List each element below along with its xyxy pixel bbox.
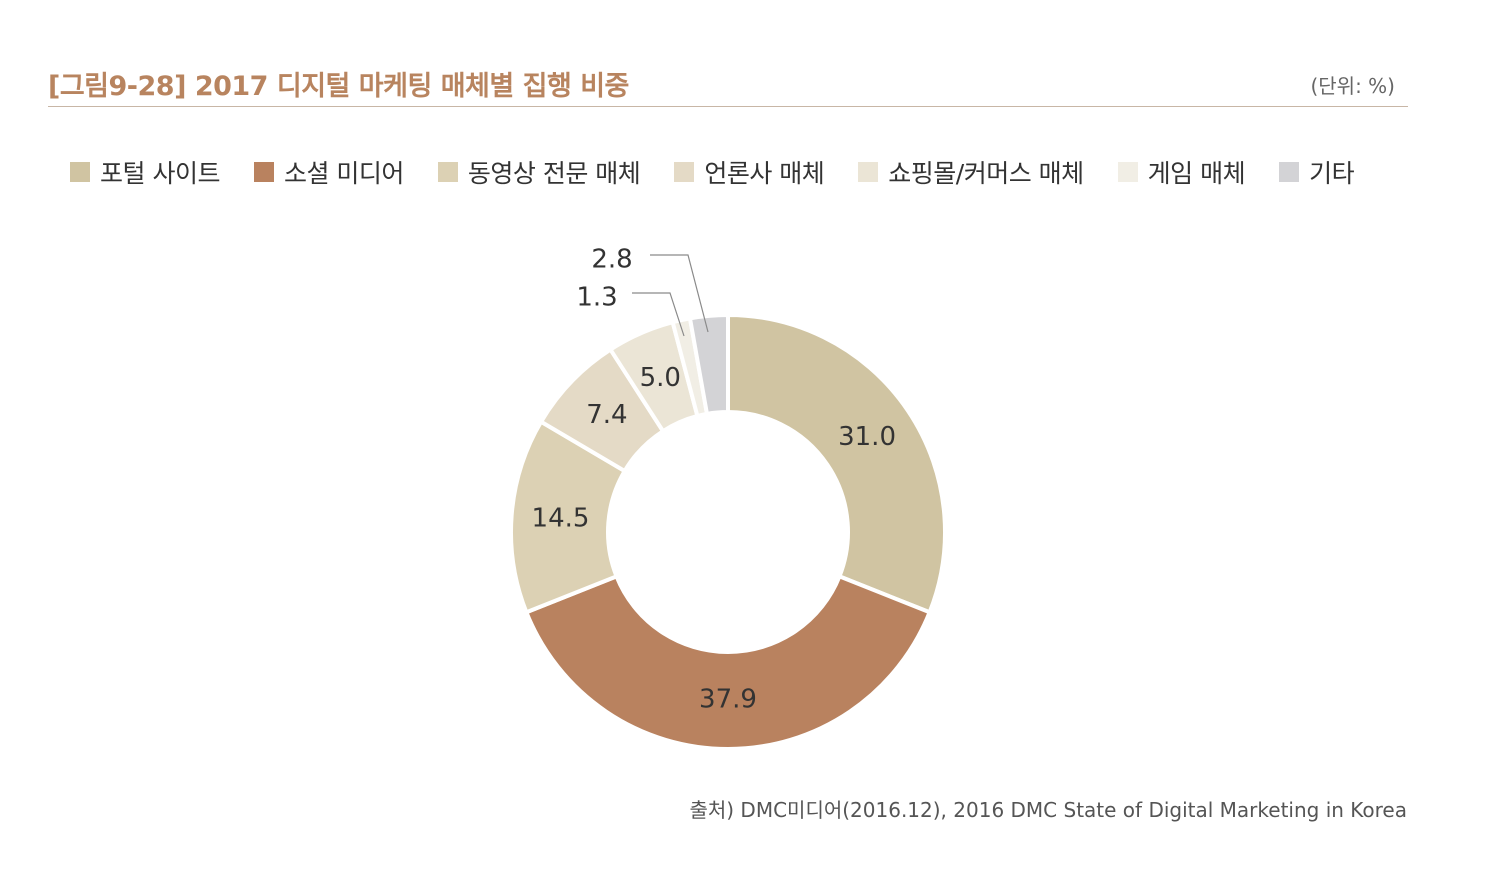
legend-label: 기타 <box>1309 159 1355 188</box>
data-label: 31.0 <box>838 422 896 452</box>
chart-title: [그림9-28] 2017 디지털 마케팅 매체별 집행 비중 <box>48 71 629 102</box>
legend-label: 게임 매체 <box>1147 159 1246 188</box>
legend-label: 소셜 미디어 <box>283 159 404 188</box>
donut-slice <box>726 313 947 615</box>
title-divider <box>48 106 1408 107</box>
data-label: 5.0 <box>640 363 681 393</box>
legend-swatch <box>1117 162 1138 182</box>
donut-slice <box>509 419 627 615</box>
legend-item: 게임 매체 <box>1117 154 1246 190</box>
legend-item: 언론사 매체 <box>674 154 825 190</box>
legend-item: 동영상 전문 매체 <box>437 154 641 190</box>
data-label: 1.3 <box>576 283 617 313</box>
legend-swatch <box>858 162 879 182</box>
chart-legend: 포털 사이트 소셜 미디어 동영상 전문 매체 언론사 매체 쇼핑몰/커머스 매… <box>70 152 1410 192</box>
data-label: 2.8 <box>591 245 632 275</box>
leader-line <box>650 254 709 333</box>
legend-label: 쇼핑몰/커머스 매체 <box>888 159 1084 188</box>
legend-swatch <box>1279 162 1300 182</box>
legend-swatch <box>437 162 458 182</box>
data-label: 14.5 <box>532 504 590 534</box>
data-label: 7.4 <box>586 400 627 430</box>
leader-line <box>632 292 685 337</box>
legend-item: 쇼핑몰/커머스 매체 <box>858 154 1084 190</box>
donut-slice <box>687 313 730 416</box>
unit-label: (단위: %) <box>1310 74 1395 98</box>
donut-slice <box>524 574 932 751</box>
legend-swatch <box>253 162 274 182</box>
legend-item: 포털 사이트 <box>70 154 220 190</box>
legend-swatch <box>70 162 90 182</box>
legend-label: 언론사 매체 <box>704 159 825 188</box>
legend-label: 포털 사이트 <box>100 159 220 188</box>
legend-swatch <box>674 162 695 182</box>
source-note: 출처) DMC미디어(2016.12), 2016 DMC State of D… <box>689 798 1407 822</box>
data-label: 37.9 <box>699 685 757 715</box>
legend-label: 동영상 전문 매체 <box>467 159 641 188</box>
legend-item: 기타 <box>1279 154 1355 190</box>
legend-item: 소셜 미디어 <box>253 154 404 190</box>
